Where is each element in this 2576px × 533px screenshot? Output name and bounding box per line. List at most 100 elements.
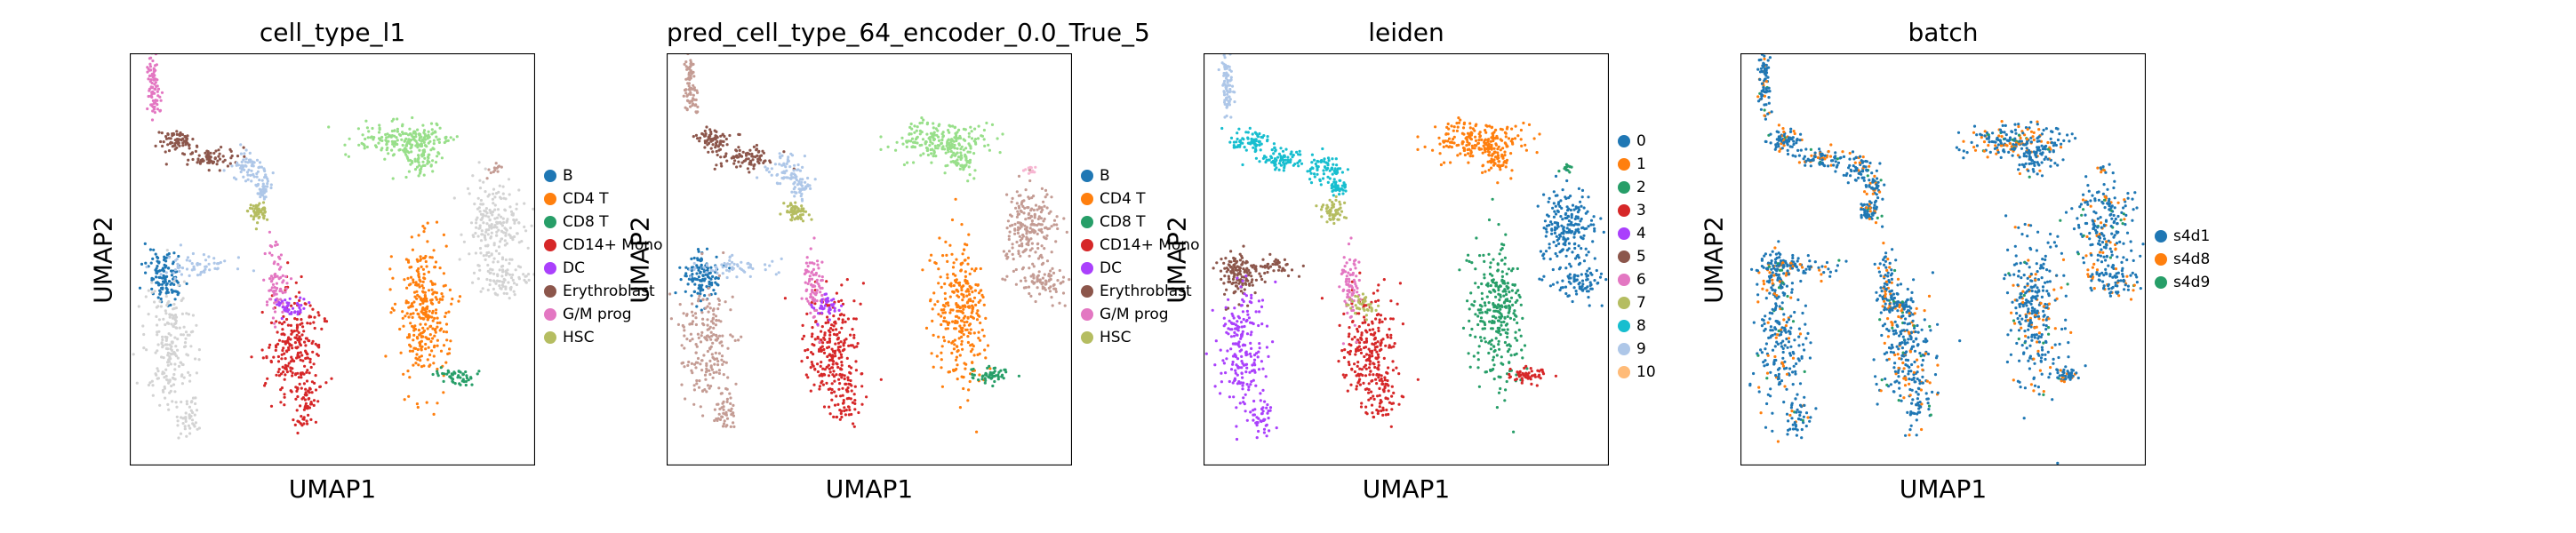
data-point — [967, 142, 971, 146]
data-point — [421, 326, 425, 330]
data-point — [1049, 269, 1052, 273]
data-point — [804, 373, 808, 377]
data-point — [1238, 259, 1242, 262]
data-point — [692, 75, 696, 78]
data-point — [838, 313, 842, 317]
data-point — [1241, 163, 1244, 167]
data-point — [718, 418, 723, 421]
data-point — [712, 313, 716, 316]
data-point — [423, 293, 427, 298]
data-point — [300, 333, 304, 337]
data-point — [184, 419, 188, 423]
data-point — [752, 167, 756, 171]
data-point — [411, 248, 414, 251]
data-point — [1319, 183, 1323, 187]
data-point — [489, 279, 492, 282]
data-point — [169, 333, 172, 337]
data-point — [948, 243, 952, 247]
data-point — [836, 365, 840, 370]
data-point — [427, 156, 430, 160]
scatter-plot-pred-cell-type — [667, 53, 1072, 465]
data-point — [720, 354, 724, 358]
data-point — [932, 155, 935, 158]
data-point — [436, 138, 440, 141]
data-point — [145, 265, 148, 269]
data-point — [973, 269, 977, 273]
data-point — [709, 132, 713, 136]
data-point — [526, 246, 530, 250]
data-point — [396, 117, 399, 121]
data-point — [961, 252, 964, 256]
data-point — [299, 351, 302, 354]
data-point — [158, 299, 162, 303]
data-point — [845, 278, 849, 282]
data-point — [159, 297, 163, 301]
data-point — [302, 408, 306, 411]
data-point — [835, 394, 838, 398]
data-point — [708, 276, 711, 280]
data-point — [147, 289, 150, 292]
data-point — [1276, 262, 1279, 266]
data-point — [1004, 370, 1008, 374]
data-point — [404, 150, 407, 154]
data-point — [839, 394, 843, 398]
data-point — [934, 147, 938, 150]
data-point — [409, 275, 413, 279]
data-point — [1260, 142, 1263, 146]
data-point — [759, 154, 764, 157]
data-point — [700, 311, 704, 314]
data-point — [732, 403, 735, 407]
data-point — [771, 259, 774, 263]
data-point — [300, 397, 304, 401]
data-point — [161, 286, 164, 290]
data-point — [1017, 204, 1020, 208]
data-point — [931, 307, 934, 311]
data-point — [952, 139, 956, 143]
data-point — [284, 373, 287, 377]
data-point — [185, 312, 188, 315]
data-point — [1233, 263, 1236, 266]
data-point — [1231, 354, 1236, 358]
data-point — [401, 310, 404, 314]
data-point — [295, 329, 299, 332]
data-point — [832, 324, 836, 328]
data-point — [504, 258, 508, 262]
data-point — [423, 144, 427, 147]
data-point — [190, 268, 194, 272]
data-point — [1031, 262, 1035, 266]
data-point — [1032, 208, 1036, 212]
data-point — [720, 263, 724, 266]
data-point — [244, 160, 247, 163]
data-point — [416, 293, 420, 297]
data-point — [813, 367, 817, 370]
data-point — [264, 175, 268, 179]
data-point — [977, 314, 980, 317]
data-point — [1316, 168, 1319, 171]
data-point — [1250, 274, 1253, 278]
data-point — [296, 394, 300, 399]
data-point — [317, 314, 321, 317]
data-point — [162, 317, 165, 321]
data-point — [793, 163, 796, 167]
data-point — [721, 362, 724, 366]
data-point — [266, 177, 269, 180]
data-point — [686, 82, 690, 85]
data-point — [692, 135, 695, 139]
data-point — [228, 147, 232, 151]
data-point — [210, 160, 213, 163]
data-point — [1277, 152, 1281, 155]
data-point — [505, 242, 508, 245]
data-point — [154, 99, 157, 102]
data-point — [851, 344, 854, 347]
data-point — [268, 289, 273, 292]
data-point — [951, 308, 955, 312]
data-point — [733, 159, 737, 163]
data-point — [714, 338, 717, 342]
data-point — [796, 183, 799, 187]
data-point — [313, 326, 316, 330]
data-point — [466, 187, 470, 190]
data-point — [175, 405, 179, 409]
data-point — [500, 224, 504, 227]
data-point — [1236, 265, 1239, 268]
data-point — [141, 324, 145, 328]
